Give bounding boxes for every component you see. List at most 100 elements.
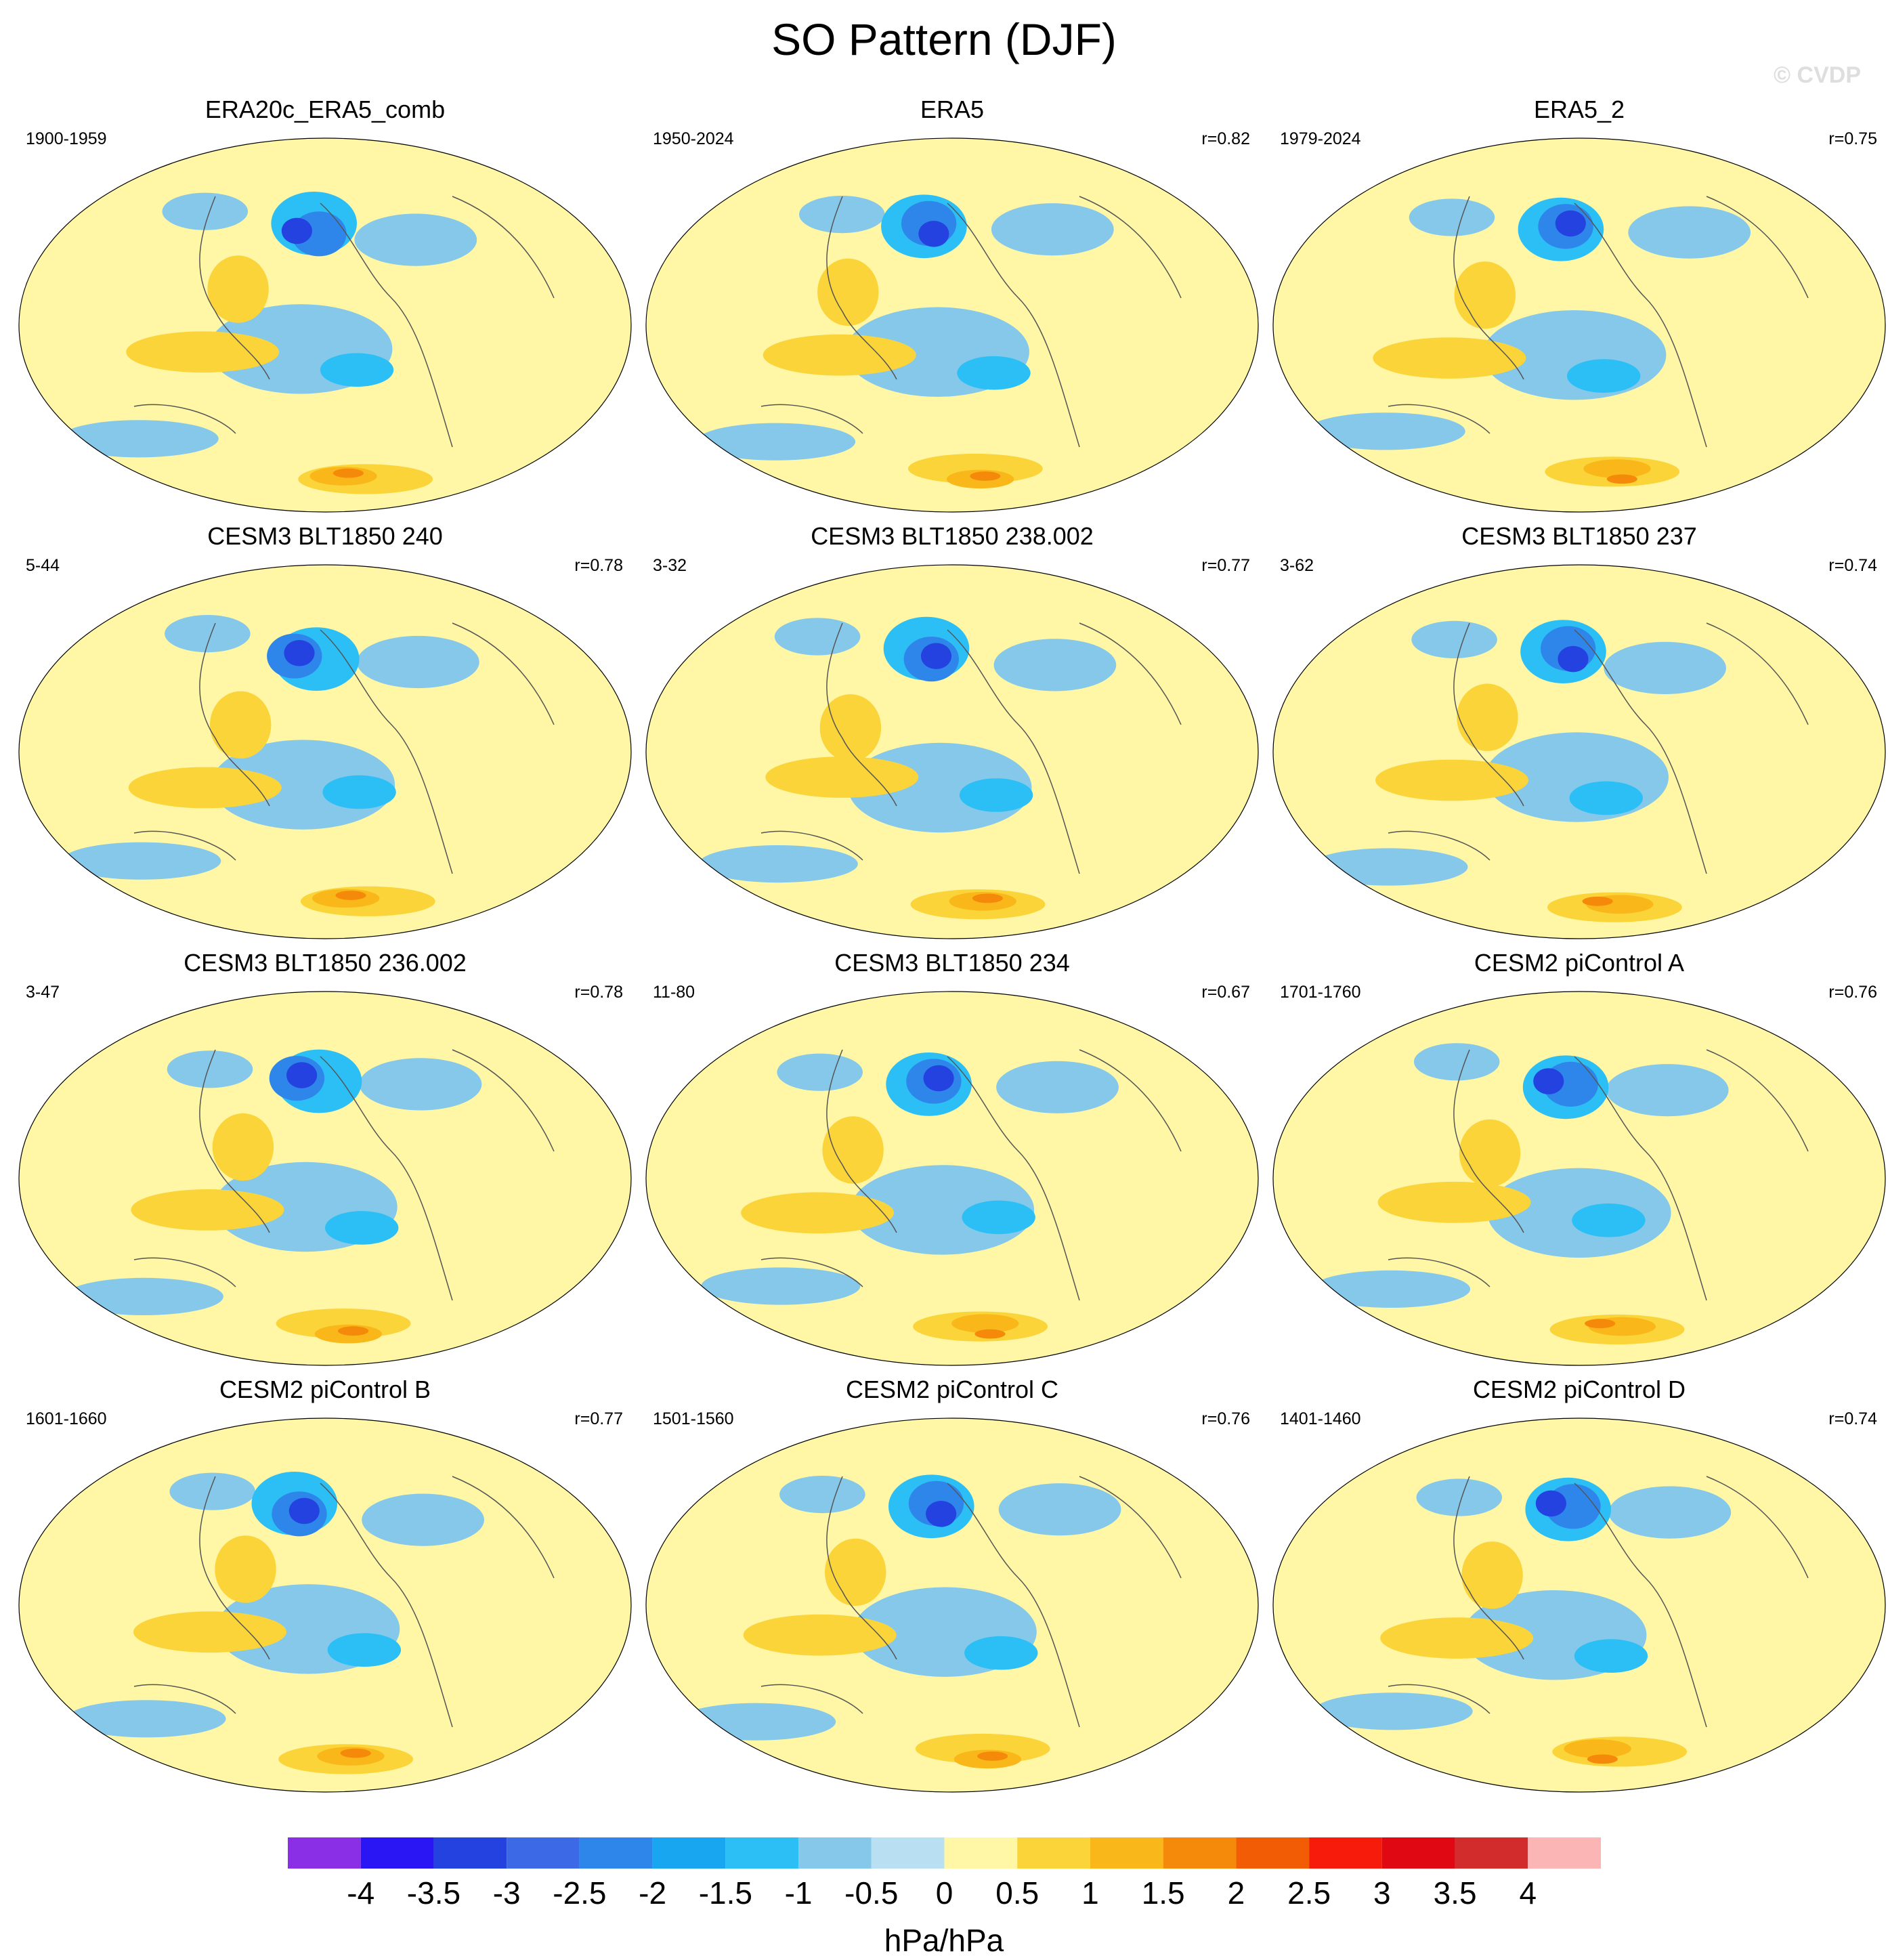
colorbar-tick-label: 3 [1373,1875,1391,1911]
positive-anomaly-contour [210,691,272,759]
colorbar-swatch [288,1837,361,1869]
regression-map [18,1418,632,1793]
map-panel: CESM3 BLT1850 237 3-62 r=0.74 [1266,521,1888,948]
colorbar-swatch [433,1837,507,1869]
map-panel: CESM2 piControl B 1601-1660 r=0.77 [12,1375,638,1802]
panel-title: CESM3 BLT1850 234 [834,949,1070,977]
map-border [18,1418,632,1793]
colorbar-tick-label: 0 [936,1875,953,1911]
colorbar-tick-label: 1 [1081,1875,1099,1911]
regression-map [645,137,1259,513]
negative-anomaly-contour [354,213,477,266]
map-panel: CESM2 piControl A 1701-1760 r=0.76 [1266,948,1888,1375]
cvdp-watermark: © CVDP [1774,62,1861,88]
colorbar-tick-label: -1 [785,1875,813,1911]
negative-anomaly-contour [1572,1203,1646,1237]
positive-anomaly-contour [1585,1319,1616,1329]
colorbar-tick-label: -3.5 [407,1875,460,1911]
regression-map [645,991,1259,1366]
positive-anomaly-contour [825,1538,886,1606]
negative-anomaly-contour [799,196,885,234]
coastline [1388,1049,1809,1301]
map-panel: CESM3 BLT1850 234 11-80 r=0.67 [639,948,1265,1375]
colorbar-tick-label: -2 [639,1875,666,1911]
panel-pattern-correlation: r=0.76 [1201,1409,1250,1428]
coastline [133,1476,555,1728]
negative-anomaly-contour [327,1633,402,1667]
colorbar-swatch [1381,1837,1455,1869]
negative-anomaly-contour [66,1700,226,1738]
negative-anomaly-contour [281,217,312,244]
negative-anomaly-contour [322,775,396,809]
negative-anomaly-contour [991,203,1114,256]
positive-anomaly-contour [1564,1739,1631,1758]
negative-anomaly-contour [1311,1270,1471,1308]
panel-title: CESM2 piControl B [219,1376,431,1403]
panel-pattern-correlation: r=0.74 [1828,556,1877,575]
panel-pattern-correlation: r=0.77 [1201,556,1250,575]
positive-anomaly-contour [1375,759,1528,801]
negative-anomaly-contour [1604,641,1726,694]
panel-years: 11-80 [653,983,695,1002]
map-panel: CESM3 BLT1850 238.002 3-32 r=0.77 [639,521,1265,948]
panel-pattern-correlation: r=0.82 [1201,129,1250,148]
positive-anomaly-contour [335,891,366,900]
positive-anomaly-contour [338,1326,369,1336]
map-panel: CESM2 piControl C 1501-1560 r=0.76 [639,1375,1265,1802]
colorbar-swatch [579,1837,653,1869]
positive-anomaly-contour [970,471,1001,481]
negative-anomaly-contour [359,1058,482,1111]
colorbar-tick-label: -0.5 [844,1875,898,1911]
positive-anomaly-contour [1459,1119,1521,1187]
negative-anomaly-contour [774,618,861,656]
positive-anomaly-contour [1606,474,1637,484]
colorbar-swatch [507,1837,580,1869]
negative-anomaly-contour [957,356,1031,390]
negative-anomaly-contour [162,192,249,230]
map-panel: ERA5 1950-2024 r=0.82 [639,95,1265,521]
regression-map [18,137,632,513]
positive-anomaly-contour [974,1329,1006,1339]
colorbar-tick-label: -4 [347,1875,374,1911]
panel-years: 1601-1660 [26,1409,107,1428]
negative-anomaly-contour [918,221,949,247]
panel-years: 3-32 [653,556,687,575]
negative-anomaly-contour [996,1061,1119,1113]
negative-anomaly-contour [288,1497,320,1525]
panel-years: 3-62 [1280,556,1314,575]
colorbar-swatch [1163,1837,1237,1869]
coastline [1388,1476,1809,1728]
panel-pattern-correlation: r=0.77 [574,1409,623,1428]
panel-title: CESM3 BLT1850 236.002 [184,949,467,977]
coastline [760,1476,1182,1728]
negative-anomaly-contour [698,845,858,883]
negative-anomaly-contour [962,1200,1035,1235]
negative-anomaly-contour [1535,1490,1566,1517]
colorbar-tick-label: 0.5 [995,1875,1039,1911]
colorbar-swatch [1236,1837,1310,1869]
positive-anomaly-contour [822,1116,884,1184]
panel-years: 1501-1560 [653,1409,734,1428]
panel-years: 3-47 [26,983,60,1002]
panel-title: CESM3 BLT1850 237 [1461,522,1697,550]
regression-map [1272,991,1886,1366]
positive-anomaly-contour [207,255,269,323]
map-border [645,137,1259,513]
colorbar-tick-label: -1.5 [699,1875,752,1911]
map-border [1272,1418,1886,1793]
panel-pattern-correlation: r=0.75 [1828,129,1877,148]
negative-anomaly-contour [998,1483,1121,1536]
map-panel: ERA5_2 1979-2024 r=0.75 [1266,95,1888,521]
coastline [760,622,1182,874]
positive-anomaly-contour [1587,1754,1618,1764]
map-border [1272,991,1886,1366]
positive-anomaly-contour [972,893,1003,903]
colorbar-swatch [944,1837,1018,1869]
negative-anomaly-contour [923,1065,954,1092]
coastline [133,622,555,874]
negative-anomaly-contour [1413,1043,1500,1081]
negative-anomaly-contour [165,615,251,653]
negative-anomaly-contour [926,1501,957,1527]
colorbar-unit-label: hPa/hPa [884,1923,1004,1958]
coastline [760,1049,1182,1301]
